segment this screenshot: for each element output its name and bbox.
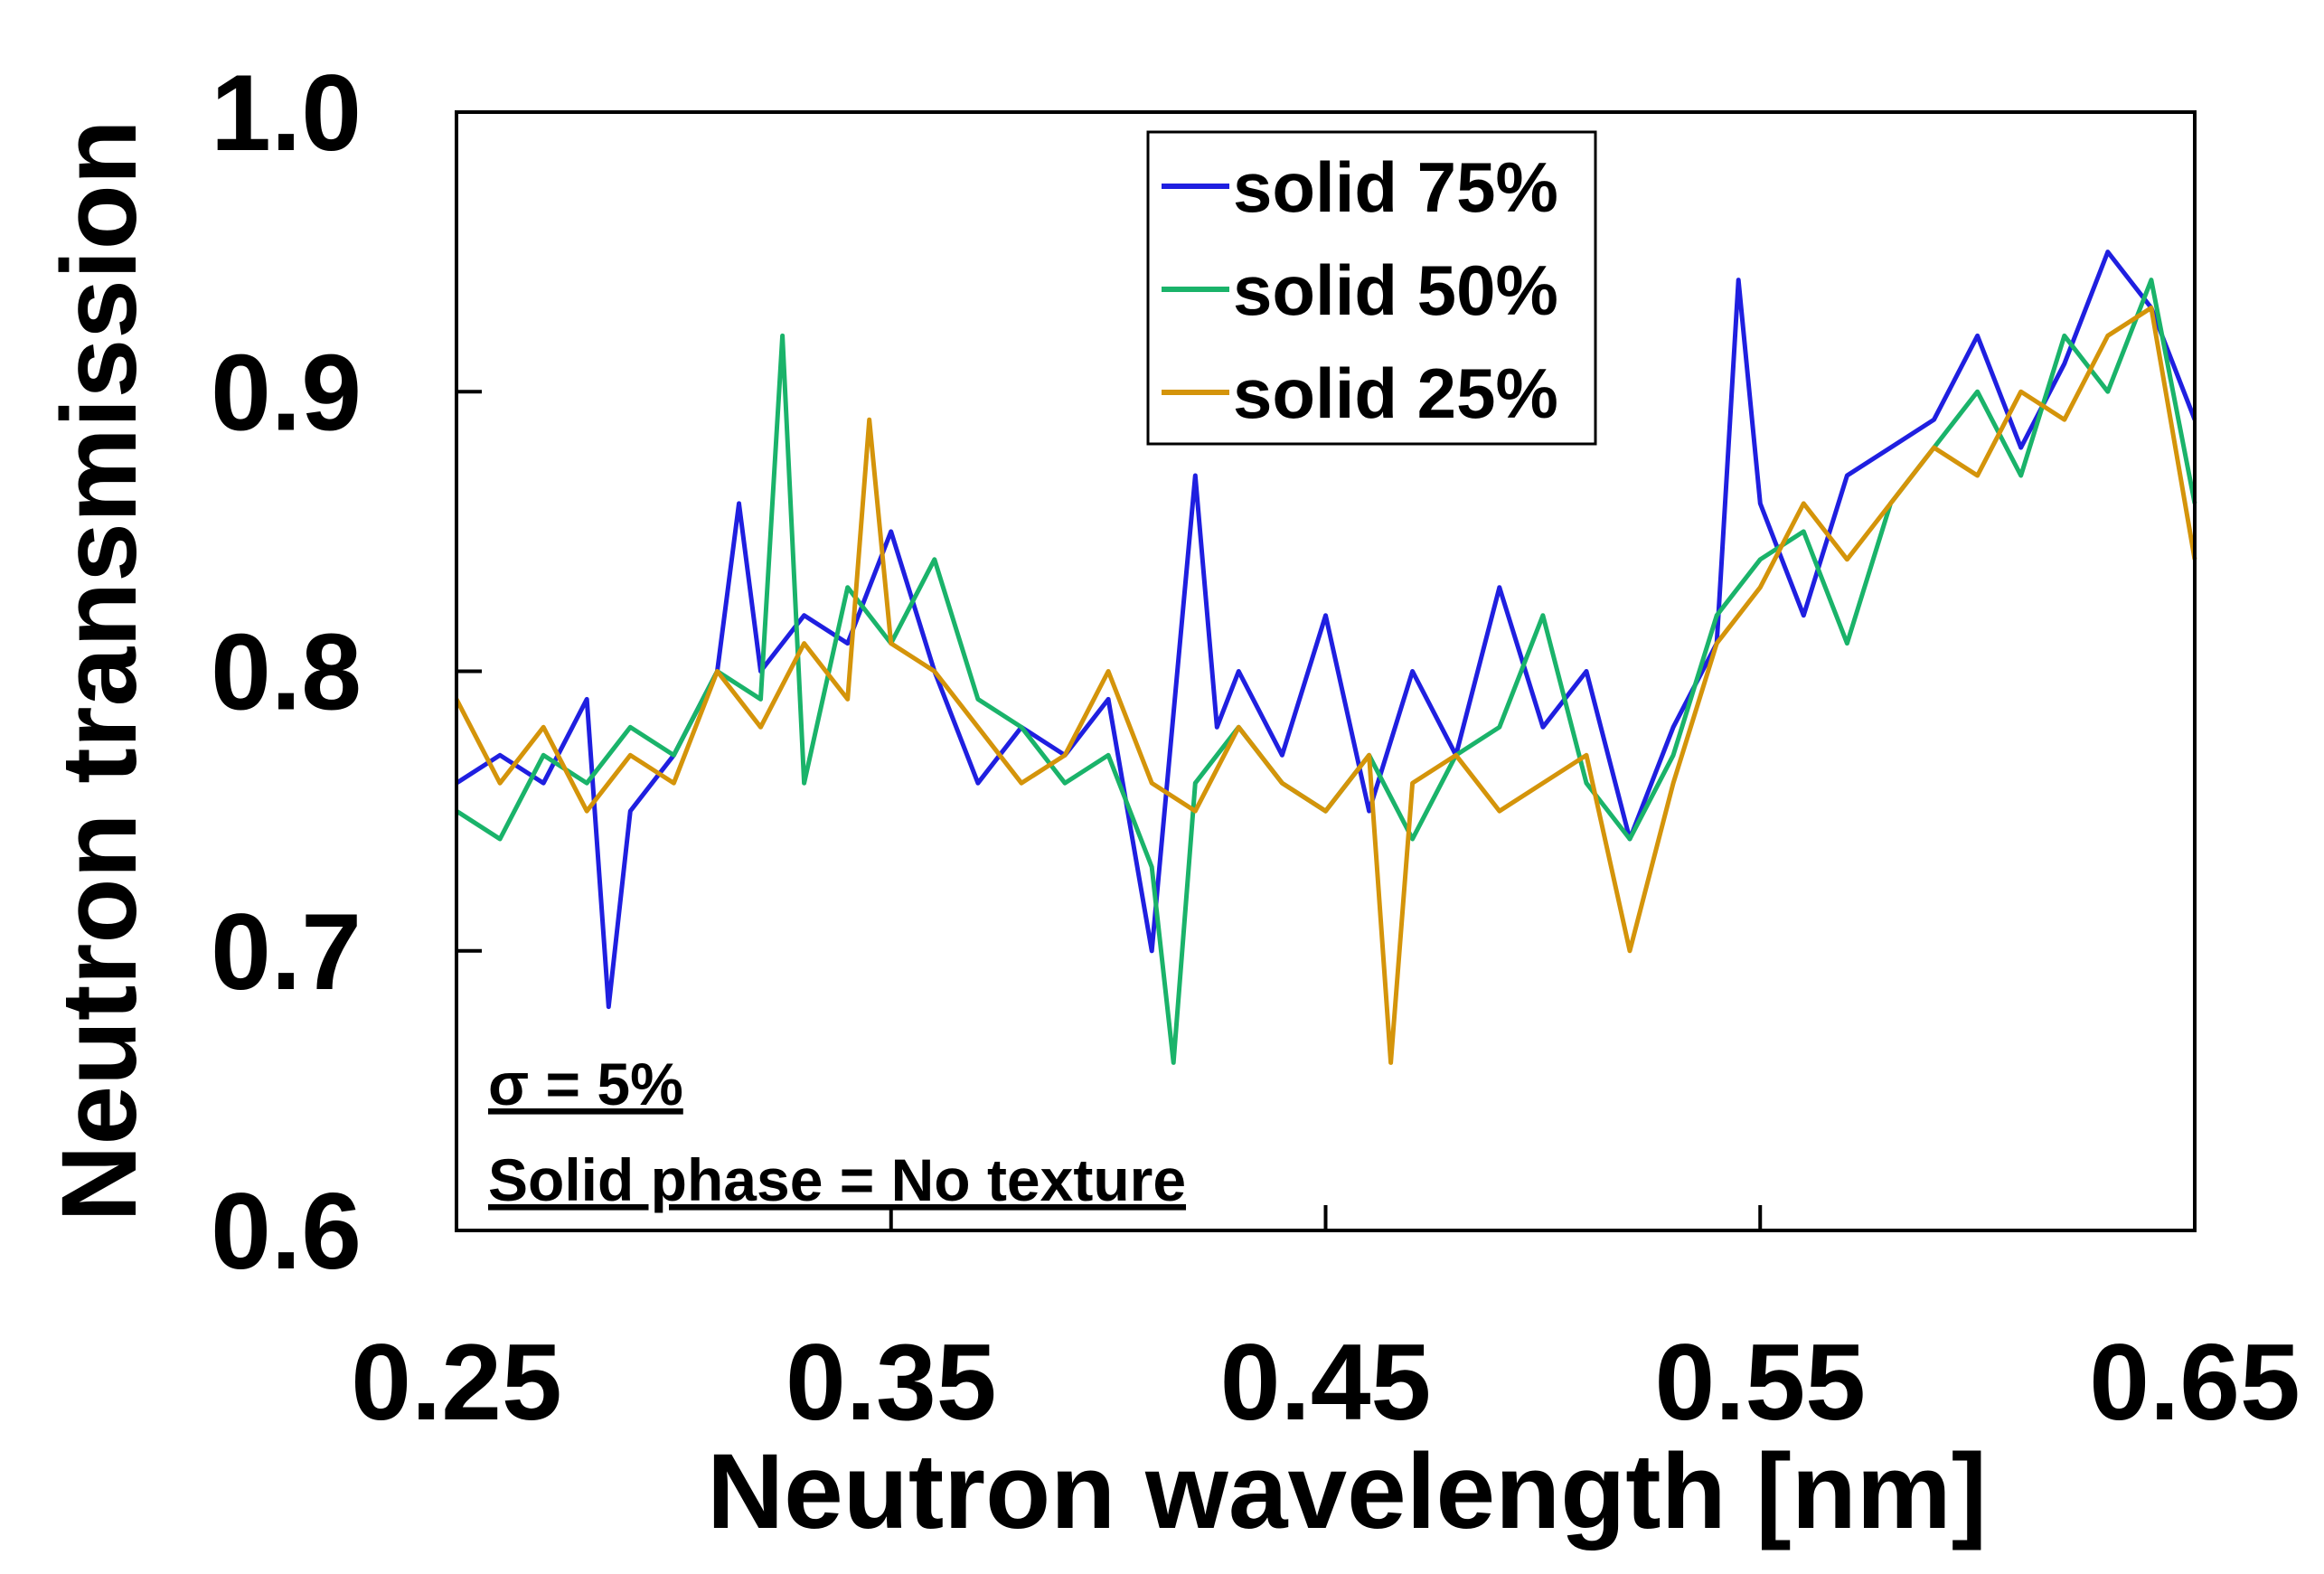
- legend: solid 75% solid 50% solid 25%: [1146, 130, 1597, 446]
- y-axis-title: Neutron transmission: [40, 119, 159, 1222]
- y-tick-label: 0.7: [211, 891, 362, 1013]
- tick-layer: 0.25 0.35 0.45 0.55 0.65 0.6 0.7 0.8 0.9 1.0: [211, 52, 2300, 1443]
- y-tick-label: 1.0: [211, 52, 362, 174]
- legend-label-2: solid 25%: [1233, 353, 1558, 433]
- x-tick-label: 0.55: [1654, 1322, 1866, 1443]
- x-tick-label: 0.65: [2089, 1322, 2300, 1443]
- y-tick-label: 0.6: [211, 1171, 362, 1292]
- y-tick-label: 0.9: [211, 332, 362, 453]
- annotation-solid-phase: Solid phase = No texture: [488, 1146, 1186, 1213]
- y-tick-label: 0.8: [211, 612, 362, 733]
- series-line-0: [455, 250, 2197, 1010]
- series-layer: [454, 250, 2197, 1065]
- x-tick-label: 0.25: [351, 1322, 562, 1443]
- legend-label-1: solid 50%: [1233, 250, 1558, 330]
- x-axis-title: Neutron wavelength [nm]: [707, 1432, 1987, 1551]
- annotation-sigma: σ = 5%: [488, 1051, 683, 1117]
- legend-label-0: solid 75%: [1233, 147, 1558, 227]
- x-tick-label: 0.35: [786, 1322, 997, 1443]
- x-tick-label: 0.45: [1220, 1322, 1432, 1443]
- series-line-2: [454, 306, 2197, 1065]
